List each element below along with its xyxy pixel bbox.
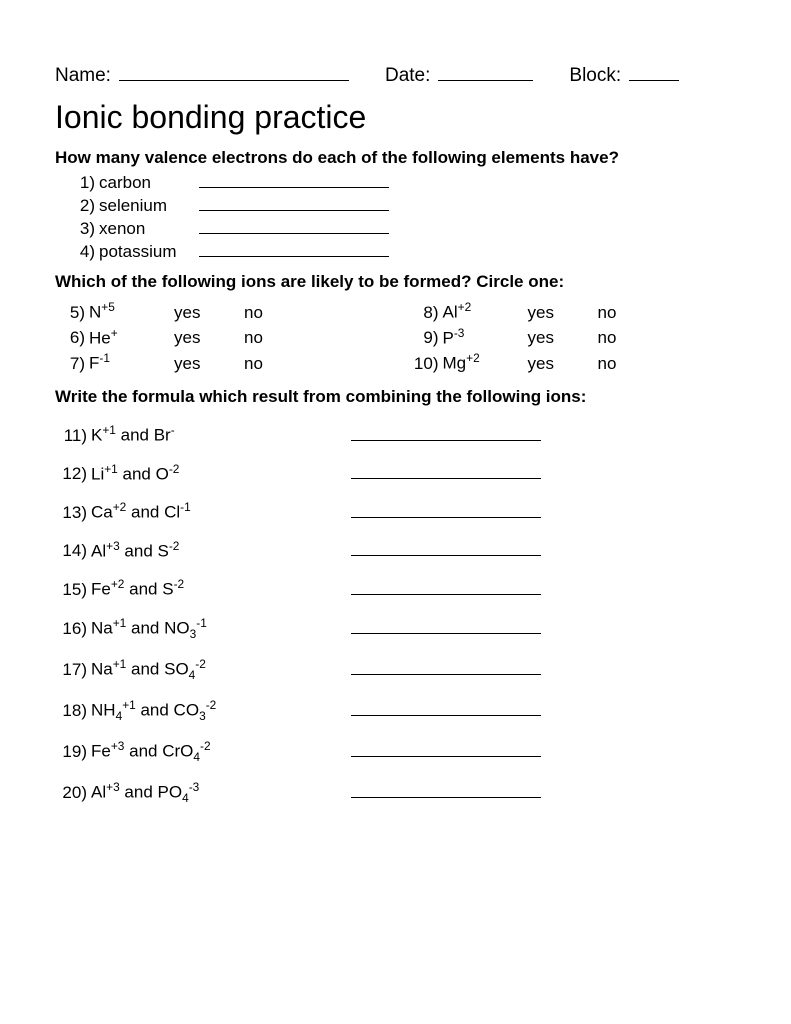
ion-pair: Fe+2 and S-2 — [91, 577, 351, 600]
no-option[interactable]: no — [598, 354, 668, 374]
yes-option[interactable]: yes — [528, 354, 598, 374]
element-name: selenium — [99, 196, 199, 216]
question-number: 18) — [55, 701, 91, 721]
question-number: 11) — [55, 426, 91, 446]
ion-question: 8)Al+2yesno — [413, 300, 737, 323]
section1-prompt: How many valence electrons do each of th… — [55, 148, 736, 168]
no-option[interactable]: no — [598, 303, 668, 323]
formula-question: 14)Al+3 and S-2 — [55, 539, 736, 562]
formula-question: 16)Na+1 and NO3-1 — [55, 616, 736, 641]
name-label: Name: — [55, 65, 111, 87]
header-row: Name: Date: Block: — [55, 60, 736, 87]
ion-pair: NH4+1 and CO3-2 — [91, 698, 351, 723]
answer-blank[interactable] — [351, 715, 541, 716]
question-number: 6) — [59, 328, 89, 348]
question-number: 15) — [55, 580, 91, 600]
name-blank[interactable] — [119, 60, 349, 81]
valence-question: 4)potassium — [69, 242, 736, 262]
answer-blank[interactable] — [351, 633, 541, 634]
question-number: 5) — [59, 303, 89, 323]
ion-pair: Al+3 and PO4-3 — [91, 780, 351, 805]
no-option[interactable]: no — [244, 303, 314, 323]
formula-question: 18)NH4+1 and CO3-2 — [55, 698, 736, 723]
answer-blank[interactable] — [351, 797, 541, 798]
answer-blank[interactable] — [351, 674, 541, 675]
worksheet-title: Ionic bonding practice — [55, 99, 736, 136]
answer-blank[interactable] — [199, 210, 389, 211]
ion-pair: Al+3 and S-2 — [91, 539, 351, 562]
ion-pair: Na+1 and NO3-1 — [91, 616, 351, 641]
question-number: 9) — [413, 328, 443, 348]
element-name: carbon — [99, 173, 199, 193]
answer-blank[interactable] — [351, 440, 541, 441]
block-blank[interactable] — [629, 60, 679, 81]
date-label: Date: — [385, 65, 430, 87]
question-number: 1) — [69, 173, 99, 193]
formula-question: 11)K+1 and Br- — [55, 423, 736, 446]
valence-question: 3)xenon — [69, 219, 736, 239]
yes-option[interactable]: yes — [174, 328, 244, 348]
ion-question: 7)F-1yesno — [59, 351, 383, 374]
question-number: 13) — [55, 503, 91, 523]
ion-pair: Na+1 and SO4-2 — [91, 657, 351, 682]
formula-question: 12)Li+1 and O-2 — [55, 462, 736, 485]
question-number: 3) — [69, 219, 99, 239]
no-option[interactable]: no — [244, 328, 314, 348]
question-number: 10) — [413, 354, 443, 374]
question-number: 20) — [55, 783, 91, 803]
question-number: 7) — [59, 354, 89, 374]
question-number: 8) — [413, 303, 443, 323]
ion-question: 10)Mg+2yesno — [413, 351, 737, 374]
element-name: xenon — [99, 219, 199, 239]
yes-option[interactable]: yes — [528, 303, 598, 323]
question-number: 14) — [55, 541, 91, 561]
formula-question: 17)Na+1 and SO4-2 — [55, 657, 736, 682]
answer-blank[interactable] — [199, 187, 389, 188]
question-number: 19) — [55, 742, 91, 762]
no-option[interactable]: no — [598, 328, 668, 348]
block-label: Block: — [569, 65, 621, 87]
ion-pair: Li+1 and O-2 — [91, 462, 351, 485]
ion-pair: K+1 and Br- — [91, 423, 351, 446]
answer-blank[interactable] — [199, 256, 389, 257]
ion-formula: P-3 — [443, 326, 528, 349]
section3-prompt: Write the formula which result from comb… — [55, 387, 736, 407]
formula-question: 19)Fe+3 and CrO4-2 — [55, 739, 736, 764]
section2-prompt: Which of the following ions are likely t… — [55, 272, 736, 292]
formula-question: 13)Ca+2 and Cl-1 — [55, 500, 736, 523]
valence-question: 2)selenium — [69, 196, 736, 216]
formula-question: 20)Al+3 and PO4-3 — [55, 780, 736, 805]
valence-question: 1)carbon — [69, 173, 736, 193]
ion-formula: He+ — [89, 326, 174, 349]
question-number: 2) — [69, 196, 99, 216]
question-number: 4) — [69, 242, 99, 262]
ion-formula: N+5 — [89, 300, 174, 323]
answer-blank[interactable] — [351, 756, 541, 757]
ion-pair: Fe+3 and CrO4-2 — [91, 739, 351, 764]
ion-pair: Ca+2 and Cl-1 — [91, 500, 351, 523]
yes-option[interactable]: yes — [528, 328, 598, 348]
section2-columns: 5)N+5yesno6)He+yesno7)F-1yesno 8)Al+2yes… — [59, 297, 736, 377]
question-number: 16) — [55, 619, 91, 639]
question-number: 12) — [55, 464, 91, 484]
answer-blank[interactable] — [199, 233, 389, 234]
no-option[interactable]: no — [244, 354, 314, 374]
answer-blank[interactable] — [351, 555, 541, 556]
answer-blank[interactable] — [351, 594, 541, 595]
yes-option[interactable]: yes — [174, 303, 244, 323]
yes-option[interactable]: yes — [174, 354, 244, 374]
answer-blank[interactable] — [351, 478, 541, 479]
answer-blank[interactable] — [351, 517, 541, 518]
ion-question: 6)He+yesno — [59, 326, 383, 349]
ion-formula: Al+2 — [443, 300, 528, 323]
ion-formula: F-1 — [89, 351, 174, 374]
ion-question: 9)P-3yesno — [413, 326, 737, 349]
formula-question: 15)Fe+2 and S-2 — [55, 577, 736, 600]
element-name: potassium — [99, 242, 199, 262]
date-blank[interactable] — [438, 60, 533, 81]
question-number: 17) — [55, 660, 91, 680]
ion-formula: Mg+2 — [443, 351, 528, 374]
ion-question: 5)N+5yesno — [59, 300, 383, 323]
